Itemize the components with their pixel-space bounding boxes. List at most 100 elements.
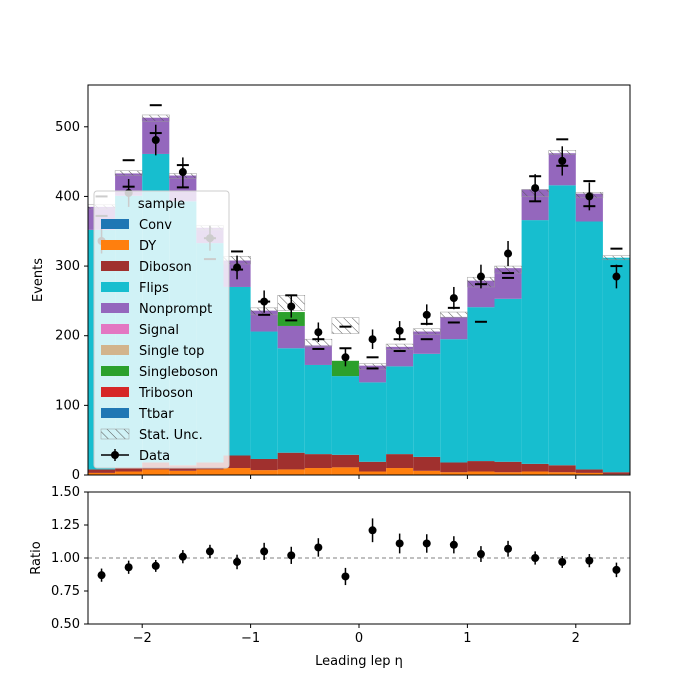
bar-diboson-bin-14 bbox=[467, 461, 495, 472]
data-point-bin-7 bbox=[287, 302, 296, 311]
y-tick-label: 400 bbox=[55, 189, 80, 204]
ratio-point-bin-18 bbox=[585, 556, 594, 565]
bar-dy-bin-8 bbox=[304, 468, 332, 475]
bar-diboson-bin-9 bbox=[331, 454, 359, 468]
stat-unc-bin-15 bbox=[494, 265, 522, 274]
legend-label-ttbar: Ttbar bbox=[138, 407, 174, 422]
legend-swatch-stat-unc bbox=[100, 428, 130, 440]
bar-flips-bin-18 bbox=[575, 221, 603, 470]
ratio-point-bin-13 bbox=[449, 540, 458, 549]
bar-nonprompt-bin-10 bbox=[359, 365, 387, 383]
x-tick-label: 1 bbox=[463, 631, 471, 646]
bar-flips-bin-7 bbox=[277, 348, 305, 453]
bar-nonprompt-bin-6 bbox=[250, 310, 278, 332]
stat-unc-bin-1 bbox=[114, 170, 143, 176]
data-point-bin-9 bbox=[341, 353, 350, 362]
legend-label-conv: Conv bbox=[139, 218, 172, 233]
legend-label-triboson: Triboson bbox=[138, 386, 193, 401]
main-x-ticks bbox=[141, 475, 577, 479]
bar-flips-bin-14 bbox=[467, 307, 495, 462]
bar-nonprompt-bin-12 bbox=[413, 331, 441, 354]
bar-dy-bin-1 bbox=[115, 471, 143, 475]
bar-diboson-bin-10 bbox=[359, 461, 387, 472]
bar-diboson-bin-7 bbox=[277, 452, 305, 470]
bar-dy-bin-5 bbox=[223, 468, 251, 475]
y-tick-label: 0 bbox=[72, 468, 80, 483]
data-point-bin-16 bbox=[531, 184, 540, 193]
ratio-point-bin-3 bbox=[178, 552, 187, 561]
ratio-point-bin-6 bbox=[260, 547, 269, 556]
legend-swatch-diboson bbox=[101, 261, 129, 271]
bar-dy-bin-18 bbox=[575, 472, 603, 475]
bar-diboson-bin-11 bbox=[386, 454, 414, 469]
bar-nonprompt-bin-11 bbox=[386, 346, 414, 367]
data-point-bin-11 bbox=[395, 326, 404, 335]
data-point-bin-14 bbox=[476, 272, 485, 281]
legend-swatch-conv bbox=[101, 219, 129, 229]
bar-dy-bin-17 bbox=[548, 472, 576, 475]
bar-diboson-bin-6 bbox=[250, 458, 278, 471]
bar-diboson-bin-17 bbox=[548, 465, 576, 473]
bar-dy-bin-16 bbox=[521, 471, 549, 475]
data-point-bin-3 bbox=[178, 168, 187, 177]
bar-flips-bin-10 bbox=[359, 382, 387, 462]
bar-flips-bin-17 bbox=[548, 185, 576, 466]
ratio-point-bin-4 bbox=[205, 547, 214, 556]
bar-diboson-bin-15 bbox=[494, 461, 522, 473]
bar-diboson-bin-16 bbox=[521, 463, 549, 472]
bar-dy-bin-10 bbox=[359, 471, 387, 475]
ratio-point-bin-9 bbox=[341, 572, 350, 581]
stat-unc-bin-9 bbox=[331, 317, 360, 334]
ratio-point-bin-16 bbox=[531, 554, 540, 562]
legend-label-signal: Signal bbox=[139, 323, 179, 338]
bar-diboson-bin-12 bbox=[413, 456, 441, 471]
y-tick-label: 500 bbox=[55, 120, 80, 135]
bar-flips-bin-9 bbox=[331, 376, 359, 455]
bar-dy-bin-2 bbox=[142, 469, 170, 475]
stat-unc-bin-2 bbox=[141, 114, 170, 122]
ratio-y-axis-label: Ratio bbox=[29, 541, 44, 574]
ratio-point-bin-12 bbox=[422, 539, 431, 548]
data-point-bin-15 bbox=[504, 249, 513, 258]
data-point-bin-17 bbox=[558, 156, 567, 165]
data-point-bin-12 bbox=[422, 310, 431, 319]
ratio-point-bin-1 bbox=[124, 563, 133, 572]
ratio-panel: 0.50 0.75 1.00 1.25 1.50 −2 −1 0 1 2 Ratio Leadi… bbox=[29, 485, 631, 669]
legend-swatch-dy bbox=[101, 240, 129, 250]
legend-swatch-triboson bbox=[101, 387, 129, 397]
data-point-bin-6 bbox=[260, 297, 269, 306]
bar-dy-bin-15 bbox=[494, 472, 522, 475]
bar-flips-bin-12 bbox=[413, 353, 441, 457]
bar-singleboson-bin-9 bbox=[331, 360, 359, 377]
data-point-bin-5 bbox=[233, 263, 242, 272]
bar-diboson-bin-18 bbox=[575, 469, 603, 473]
stat-unc-bin-12 bbox=[412, 328, 441, 335]
bar-diboson-bin-5 bbox=[223, 455, 251, 469]
legend-label-stat-unc: Stat. Unc. bbox=[139, 428, 203, 443]
x-axis-label: Leading lep η bbox=[315, 654, 403, 669]
bar-flips-bin-6 bbox=[250, 331, 278, 459]
legend-swatch-ttbar bbox=[101, 408, 129, 418]
bar-flips-bin-8 bbox=[304, 364, 332, 455]
data-point-bin-18 bbox=[585, 192, 594, 201]
ratio-y-tick-label: 0.50 bbox=[51, 617, 80, 632]
stat-unc-bin-13 bbox=[440, 311, 468, 318]
bar-dy-bin-3 bbox=[169, 470, 197, 475]
y-tick-label: 300 bbox=[55, 259, 80, 274]
bar-diboson-bin-1 bbox=[115, 467, 143, 472]
data-point-bin-19 bbox=[612, 272, 621, 281]
stat-unc-bin-19 bbox=[602, 255, 631, 261]
legend-label-dy: DY bbox=[139, 239, 156, 254]
ratio-y-ticks: 0.50 0.75 1.00 1.25 1.50 bbox=[51, 485, 88, 632]
ratio-point-bin-2 bbox=[151, 561, 160, 570]
bar-dy-bin-0 bbox=[88, 472, 116, 475]
x-tick-label: 0 bbox=[355, 631, 363, 646]
y-tick-label: 100 bbox=[55, 398, 80, 413]
bar-nonprompt-bin-13 bbox=[440, 316, 468, 340]
bar-dy-bin-7 bbox=[277, 469, 305, 475]
ratio-point-bin-15 bbox=[504, 544, 513, 553]
main-y-ticks: 0 100 200 300 400 500 bbox=[55, 120, 88, 483]
bar-dy-bin-11 bbox=[386, 468, 414, 475]
bar-diboson-bin-13 bbox=[440, 462, 468, 473]
